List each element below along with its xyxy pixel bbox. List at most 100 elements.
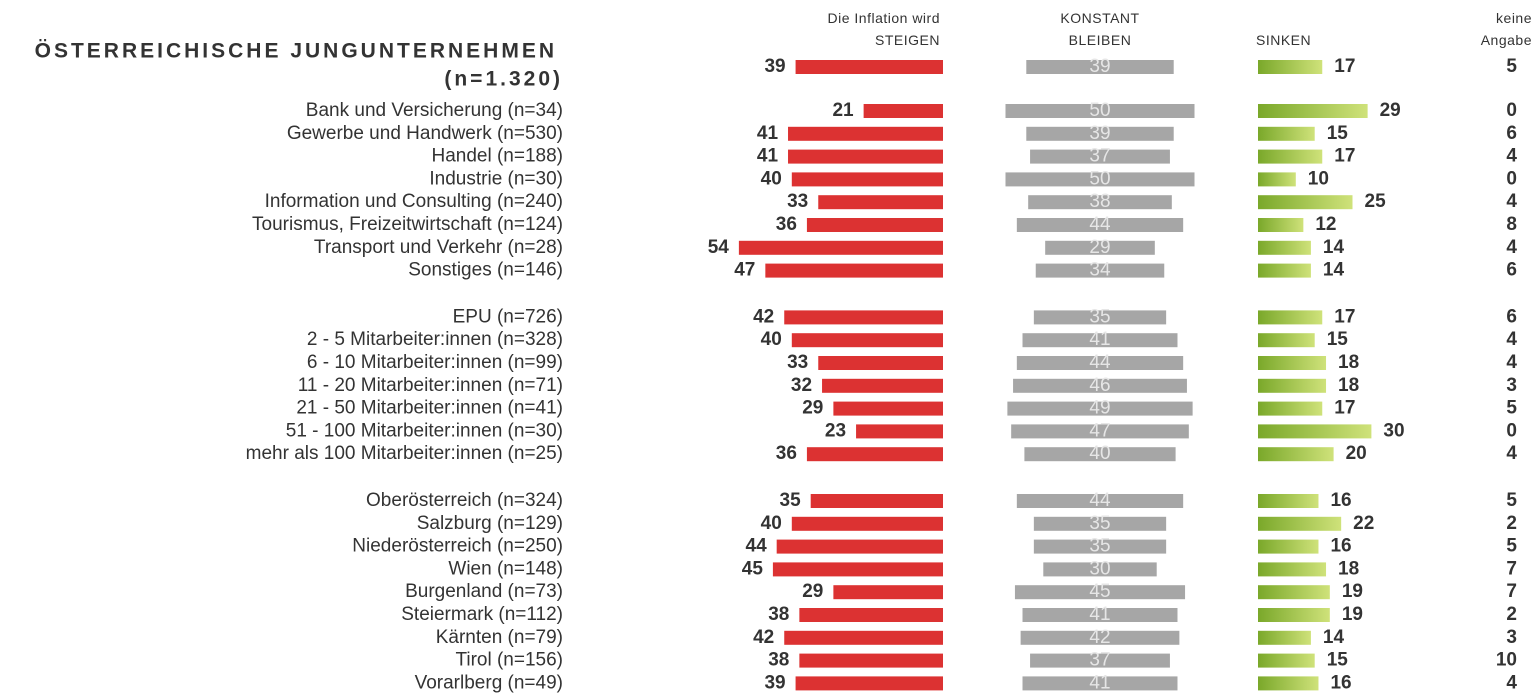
- bar: [1022, 608, 1178, 622]
- category-label: Burgenland (n=73): [405, 581, 563, 602]
- bar: [1258, 676, 1319, 691]
- category-label: Gewerbe und Handwerk (n=530): [287, 123, 563, 144]
- value-label: 32: [791, 375, 812, 396]
- value-label: 40: [761, 329, 782, 350]
- value-label: 39: [1089, 123, 1110, 144]
- category-label: Information und Consulting (n=240): [265, 191, 563, 212]
- bar: [810, 494, 943, 508]
- category-label: Salzburg (n=129): [417, 513, 563, 534]
- bar: [1258, 424, 1372, 439]
- value-label: 40: [761, 513, 782, 534]
- value-label: 19: [1342, 581, 1363, 602]
- value-label: 30: [1089, 558, 1110, 579]
- bar: [791, 516, 943, 531]
- bar: [1258, 240, 1311, 255]
- value-label: 44: [1089, 214, 1111, 235]
- value-label: 6: [1506, 306, 1517, 327]
- category-label: Vorarlberg (n=49): [415, 672, 563, 693]
- bar: [1258, 539, 1319, 554]
- value-label: 33: [787, 352, 808, 373]
- category-label: EPU (n=726): [453, 306, 563, 327]
- bar: [1033, 516, 1167, 531]
- bar: [799, 653, 943, 668]
- value-label: 15: [1327, 650, 1349, 671]
- bar: [1043, 562, 1157, 577]
- value-label: 12: [1315, 214, 1336, 235]
- value-label: 16: [1330, 490, 1351, 511]
- category-label: Tourismus, Freizeitwirtschaft (n=124): [252, 214, 563, 235]
- bar: [1026, 60, 1174, 74]
- value-label: 0: [1506, 100, 1517, 121]
- bar: [1011, 424, 1189, 439]
- value-label: 49: [1089, 398, 1110, 419]
- bar: [1258, 195, 1353, 210]
- bar: [1033, 310, 1167, 325]
- value-label: 18: [1338, 375, 1359, 396]
- bar: [818, 356, 943, 370]
- bar: [772, 562, 943, 577]
- bar: [1258, 149, 1323, 164]
- series-header: Die Inflation wird STEIGEN: [827, 10, 940, 48]
- value-label: 17: [1334, 146, 1355, 167]
- bar: [1258, 516, 1342, 531]
- value-label: 35: [1089, 513, 1110, 534]
- bar: [776, 539, 943, 554]
- value-label: 10: [1308, 168, 1329, 189]
- value-label: 20: [1346, 443, 1367, 464]
- value-label: 3: [1506, 627, 1517, 648]
- bar: [1013, 378, 1187, 393]
- value-label: 36: [776, 214, 797, 235]
- value-label: 35: [780, 490, 802, 511]
- value-label: 5: [1506, 490, 1517, 511]
- category-label: Sonstiges (n=146): [408, 260, 563, 281]
- bar: [1258, 172, 1296, 187]
- value-label: 39: [764, 56, 785, 77]
- bar: [1022, 676, 1178, 691]
- category-label: Bank und Versicherung (n=34): [306, 100, 563, 121]
- category-label: Industrie (n=30): [429, 168, 563, 189]
- bar: [822, 378, 943, 393]
- category-label: Steiermark (n=112): [401, 604, 563, 625]
- bar: [784, 630, 943, 645]
- value-label: 35: [1089, 536, 1110, 557]
- chart-title: ÖSTERREICHISCHE JUNGUNTERNEHMEN: [35, 40, 557, 63]
- category-label: Tirol (n=156): [455, 650, 563, 671]
- value-label: 41: [1089, 329, 1110, 350]
- value-label: 39: [764, 672, 785, 693]
- value-label: 47: [1089, 420, 1110, 441]
- series-header: SINKEN: [1256, 32, 1312, 48]
- bar: [1258, 310, 1323, 325]
- bar: [1035, 263, 1165, 278]
- value-label: 46: [1089, 375, 1110, 396]
- category-label: mehr als 100 Mitarbeiter:innen (n=25): [246, 443, 563, 464]
- bar: [788, 149, 943, 164]
- bar: [795, 676, 943, 691]
- bar: [1020, 630, 1180, 645]
- value-label: 35: [1089, 306, 1110, 327]
- value-label: 0: [1506, 420, 1517, 441]
- value-label: 4: [1506, 672, 1517, 693]
- value-label: 42: [1089, 627, 1110, 648]
- category-label: 11 - 20 Mitarbeiter:innen (n=71): [298, 375, 563, 396]
- value-label: 4: [1506, 146, 1517, 167]
- bar: [1258, 562, 1327, 577]
- value-label: 33: [787, 191, 808, 212]
- value-label: 2: [1506, 513, 1517, 534]
- bar: [1014, 585, 1186, 600]
- value-label: 45: [1089, 581, 1110, 602]
- value-label: 50: [1089, 100, 1110, 121]
- value-label: 47: [734, 260, 755, 281]
- category-label: (n=1.320): [444, 68, 563, 91]
- value-label: 7: [1506, 558, 1517, 579]
- value-label: 41: [1089, 672, 1110, 693]
- category-label: 21 - 50 Mitarbeiter:innen (n=41): [296, 398, 563, 419]
- value-label: 37: [1089, 650, 1110, 671]
- value-label: 30: [1383, 420, 1404, 441]
- value-label: 14: [1323, 260, 1345, 281]
- value-label: 29: [802, 581, 823, 602]
- category-label: 2 - 5 Mitarbeiter:innen (n=328): [307, 329, 563, 350]
- value-label: 5: [1506, 536, 1517, 557]
- value-label: 18: [1338, 352, 1359, 373]
- value-label: 29: [1380, 100, 1401, 121]
